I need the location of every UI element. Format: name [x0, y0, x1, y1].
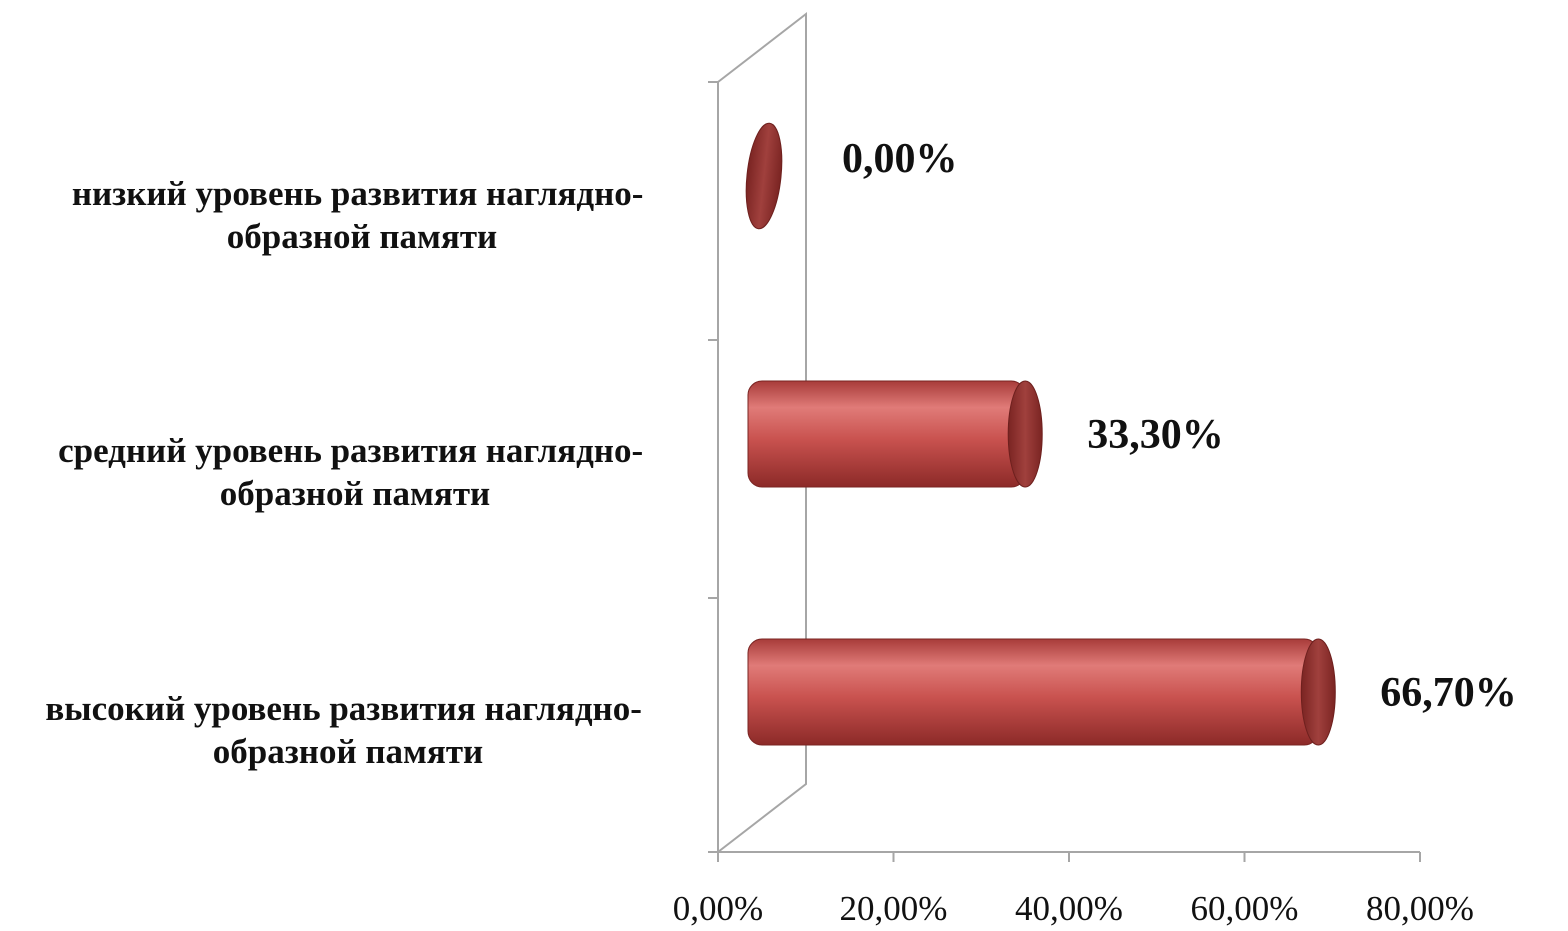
x-axis-ticks: 0,00% 20,00% 40,00% 60,00% 80,00% [673, 852, 1474, 928]
category-label-medium: средний уровень развития наглядно- образ… [58, 431, 652, 513]
category-label-high: высокий уровень развития наглядно- образ… [45, 689, 650, 771]
x-tick-label-4: 80,00% [1366, 889, 1474, 928]
y-axis-ticks [708, 81, 718, 853]
bar-2 [747, 638, 1336, 746]
bar-cap-1 [1007, 380, 1043, 488]
data-label-0: 0,00% [842, 136, 958, 182]
category-label-low: низкий уровень развития наглядно- образн… [72, 174, 652, 256]
bar-body-2 [747, 638, 1319, 746]
bar-cap-0 [745, 122, 783, 230]
bar-0 [745, 122, 783, 230]
data-label-2: 66,70% [1380, 670, 1517, 716]
data-labels: 0,00% 33,30% 66,70% [842, 136, 1517, 716]
x-tick-label-2: 40,00% [1015, 889, 1123, 928]
category-labels: низкий уровень развития наглядно- образн… [45, 174, 652, 771]
x-tick-label-3: 60,00% [1191, 889, 1299, 928]
bar-cap-2 [1300, 638, 1336, 746]
bar-1 [747, 380, 1043, 488]
bars [745, 122, 1336, 746]
bar-body-1 [747, 380, 1026, 488]
x-tick-label-0: 0,00% [673, 889, 763, 928]
x-tick-label-1: 20,00% [840, 889, 948, 928]
data-label-1: 33,30% [1087, 412, 1224, 458]
